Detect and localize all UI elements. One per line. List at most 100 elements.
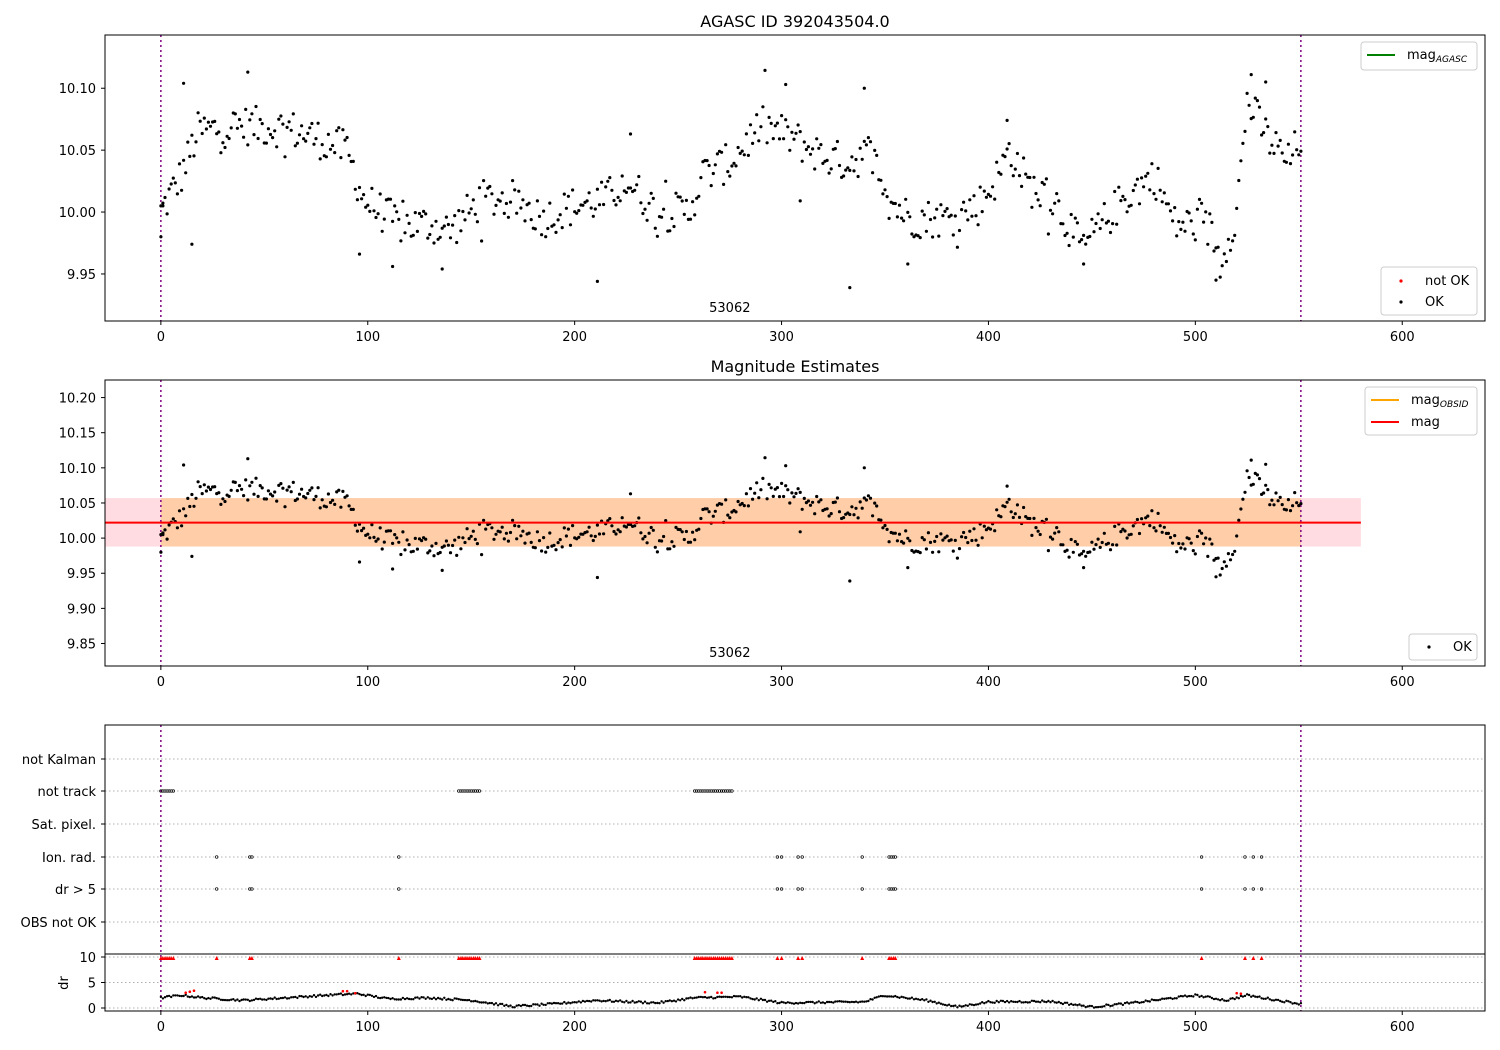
dr-point-196	[565, 1002, 568, 1005]
agasc-point-223	[620, 174, 624, 178]
magnitude-point-192	[556, 541, 560, 545]
magnitude-point-404	[995, 508, 999, 512]
magnitude-point-88	[341, 489, 345, 493]
dr-point-17	[194, 996, 198, 999]
ion-rad-marker-16	[1259, 855, 1264, 859]
dr-point-332	[846, 1000, 849, 1004]
agasc-point-165	[500, 191, 504, 195]
magnitude-point-103	[372, 535, 376, 540]
agasc-point-411	[1009, 164, 1013, 168]
magnitude-point-188	[548, 531, 552, 535]
dr-point-302	[784, 1001, 787, 1005]
magnitude-point-535	[1266, 488, 1270, 492]
dr-point-281	[741, 996, 744, 999]
magnitude-point-357	[897, 532, 902, 536]
dr-point-7	[174, 994, 177, 997]
dr-point-306	[792, 1002, 796, 1005]
magnitude-point-220	[614, 532, 618, 536]
agasc-point-395	[976, 223, 980, 227]
magnitude-point-413	[1013, 512, 1017, 516]
agasc-point-392	[970, 214, 974, 218]
agasc-point-476	[1144, 174, 1148, 178]
magnitude-point-247	[670, 540, 674, 544]
not-track-marker-13	[469, 789, 473, 793]
agasc-point-159	[488, 184, 492, 189]
agasc-point-495	[1183, 229, 1187, 233]
agasc-title: AGASC ID 392043504.0	[700, 12, 889, 31]
magnitude-point-391	[968, 529, 972, 533]
agasc-point-265	[707, 163, 711, 168]
magnitude-point-369	[922, 538, 926, 542]
magnitude-point-452	[1094, 543, 1098, 547]
magnitude-point-253	[682, 537, 686, 542]
magnitude-point-160	[490, 526, 494, 530]
agasc-point-445	[1080, 238, 1084, 242]
magnitude-point-198	[568, 543, 573, 548]
dr-point-33	[227, 999, 231, 1002]
dr-point-463	[1117, 1002, 1121, 1005]
dr-point-337	[856, 1001, 860, 1004]
dr-point-362	[908, 997, 911, 1000]
agasc-point-360	[904, 197, 908, 201]
dr-point-367	[919, 998, 922, 1002]
magnitude-point-281	[740, 501, 744, 506]
dr-point-283	[745, 996, 748, 999]
dr-point-262	[701, 996, 705, 999]
agasc-point-497	[1187, 211, 1191, 215]
magnitude-point-122	[411, 549, 415, 553]
dr-point-370	[925, 998, 928, 1001]
dr-point-8	[176, 994, 179, 997]
dr-point-489	[1171, 997, 1174, 1001]
agasc-point-107	[380, 229, 384, 233]
agasc-point-259	[695, 196, 699, 200]
magnitude-point-130	[428, 549, 432, 553]
legend-not-ok-label: not OK	[1425, 274, 1470, 289]
dr-point-440	[1070, 1002, 1073, 1006]
dr-point-106	[379, 996, 382, 1000]
dr-point-320	[821, 1001, 825, 1004]
dr-gt5-marker-9	[887, 887, 891, 891]
dr-point-474	[1140, 1001, 1143, 1004]
agasc-point-84	[333, 151, 337, 155]
magnitude-point-90	[345, 494, 349, 498]
agasc-point-475	[1142, 185, 1146, 189]
agasc-point-432	[1053, 201, 1057, 205]
magnitude-point-484	[1160, 530, 1164, 534]
agasc-point-334	[850, 155, 854, 159]
dr-point-86	[337, 992, 340, 996]
not-track-marker-28	[713, 789, 717, 793]
dr-point-5	[170, 995, 173, 999]
dr-point-410	[1007, 1001, 1011, 1004]
dr-point-190	[552, 1001, 556, 1005]
dr-red-point-1	[188, 990, 192, 993]
agasc-point-202	[577, 209, 581, 213]
dr-point-284	[747, 996, 750, 999]
agasc-point-273	[724, 143, 728, 147]
agasc-point-474	[1140, 176, 1144, 180]
magnitude-point-212	[597, 532, 602, 536]
magnitude-point-324	[829, 511, 833, 516]
agasc-point-253	[682, 212, 686, 216]
dr-point-53	[269, 997, 272, 1000]
magnitude-point-23	[206, 485, 210, 489]
agasc-point-300	[780, 114, 784, 118]
agasc-point-100	[366, 203, 370, 207]
magnitude-point-251	[678, 528, 682, 532]
dr-point-76	[316, 994, 320, 997]
agasc-xtick-label-1: 100	[355, 330, 380, 345]
magnitude-point-409	[1005, 500, 1009, 504]
agasc-point-498	[1189, 219, 1193, 223]
magnitude-point-190	[552, 543, 556, 547]
ion-rad-marker-4	[775, 855, 780, 859]
dr-point-522	[1239, 994, 1243, 998]
magnitude-point-59	[281, 486, 285, 490]
agasc-point-146	[461, 209, 465, 214]
dr-point-15	[190, 995, 194, 998]
agasc-point-68	[300, 124, 304, 128]
magnitude-point-211	[595, 523, 600, 527]
magnitude-point-359	[902, 541, 906, 545]
dr-point-274	[726, 995, 729, 999]
agasc-point-196	[564, 206, 569, 210]
dr-point-66	[296, 996, 299, 1000]
magnitude-point-384	[953, 538, 957, 543]
